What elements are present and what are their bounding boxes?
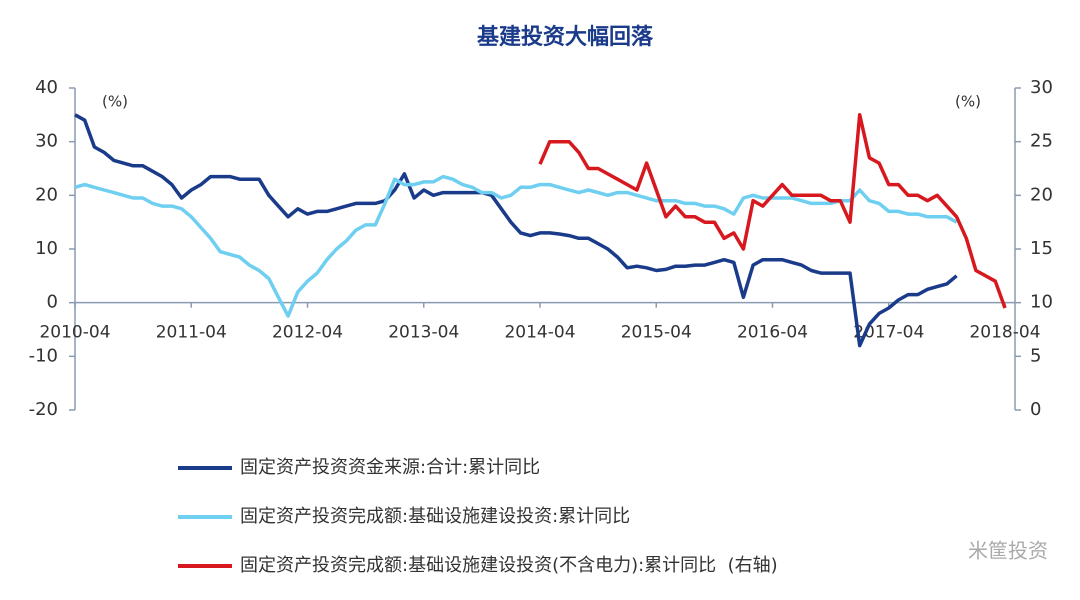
y2-tick-label: 5 xyxy=(1030,345,1041,366)
y2-tick-label: 25 xyxy=(1030,131,1053,152)
x-tick-label: 2015-04 xyxy=(621,323,692,343)
legend-label: 固定资产投资完成额:基础设施建设投资(不含电力):累计同比 (右轴) xyxy=(240,555,778,576)
x-tick-label: 2011-04 xyxy=(156,323,227,343)
x-tick-label: 2013-04 xyxy=(388,323,459,343)
y-tick-label: 30 xyxy=(35,131,58,152)
x-tick-label: 2014-04 xyxy=(504,323,575,343)
x-tick-label: 2010-04 xyxy=(39,323,110,343)
y2-tick-label: 0 xyxy=(1030,399,1041,420)
chart-title: 基建投资大幅回落 xyxy=(477,25,654,50)
y2-tick-label: 15 xyxy=(1030,238,1053,259)
y-tick-label: 10 xyxy=(35,238,58,259)
x-tick-label: 2012-04 xyxy=(272,323,343,343)
x-tick-label: 2017-04 xyxy=(853,323,924,343)
series-line xyxy=(74,113,958,348)
y2-tick-label: 30 xyxy=(1030,77,1053,98)
y-tick-label: 0 xyxy=(47,292,58,313)
series-line xyxy=(74,174,958,318)
y-tick-label: 40 xyxy=(35,77,58,98)
legend-label: 固定资产投资资金来源:合计:累计同比 xyxy=(240,457,540,478)
x-tick-label: 2016-04 xyxy=(737,323,808,343)
y2-unit: (%) xyxy=(955,93,981,111)
y2-tick-label: 10 xyxy=(1030,292,1053,313)
watermark: 米筐投资 xyxy=(968,539,1048,563)
y-tick-label: -10 xyxy=(29,345,58,366)
y-tick-label: -20 xyxy=(29,399,58,420)
y-tick-label: 20 xyxy=(35,184,58,205)
y-unit: (%) xyxy=(102,93,128,111)
y2-tick-label: 20 xyxy=(1030,184,1053,205)
legend-label: 固定资产投资完成额:基础设施建设投资:累计同比 xyxy=(240,506,630,527)
x-tick-label: 2018-04 xyxy=(969,323,1040,343)
series-line xyxy=(538,113,1007,309)
